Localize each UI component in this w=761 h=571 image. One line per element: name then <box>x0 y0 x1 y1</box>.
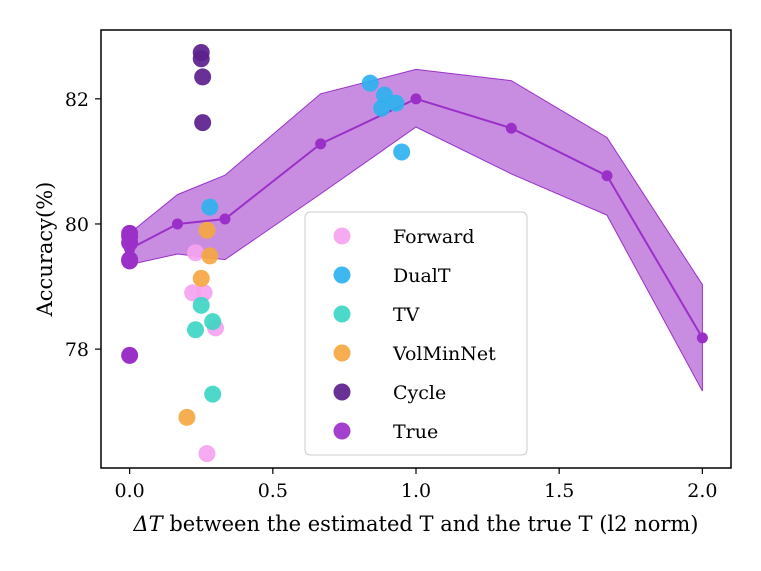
true-point <box>121 252 139 270</box>
legend-label-tv: TV <box>393 304 420 326</box>
dualt-point <box>393 143 411 161</box>
cycle-point <box>192 50 210 68</box>
true-line-point <box>171 218 183 230</box>
x-axis-label: ΔT between the estimated T and the true … <box>132 512 698 536</box>
y-axis-label: Accuracy(%) <box>33 182 57 318</box>
true-line-point <box>505 122 517 134</box>
forward-point <box>187 244 204 262</box>
legend-marker-dualt <box>333 266 351 284</box>
x-tick-label: 1.5 <box>544 480 574 502</box>
legend-label-forward: Forward <box>393 226 475 248</box>
cycle-point <box>194 114 212 132</box>
legend-label-cycle: Cycle <box>393 382 446 404</box>
y-tick-label: 80 <box>65 214 89 236</box>
x-axis-label-math: ΔT <box>132 512 164 536</box>
legend-label-volminnet: VolMinNet <box>392 343 496 365</box>
volminnet-point <box>192 269 210 287</box>
legend-marker-cycle <box>333 383 351 401</box>
true-line-point <box>601 170 613 182</box>
series-line-layer <box>129 97 704 339</box>
dualt-point <box>361 74 379 92</box>
tv-point <box>192 296 210 314</box>
dualt-point <box>387 94 405 112</box>
cycle-point <box>194 68 212 86</box>
dualt-point <box>201 198 219 216</box>
legend-label-dualt: DualT <box>393 265 451 287</box>
forward-point <box>198 445 216 463</box>
legend-box <box>304 211 528 456</box>
data-point-layer <box>121 44 708 463</box>
legend: Forward DualT TV VolMinNet Cycle True <box>304 211 528 456</box>
true-line-point <box>410 93 422 105</box>
true-series-line <box>129 97 704 339</box>
legend-marker-forward <box>333 227 351 245</box>
true-line-point <box>315 138 327 150</box>
true-line-point <box>696 332 708 344</box>
axis-layer: 0.0 0.5 1.0 1.5 2.0 78 80 82 <box>65 89 718 502</box>
tv-point <box>204 385 222 403</box>
legend-marker-true <box>333 422 351 440</box>
x-tick-label: 0.5 <box>258 480 288 502</box>
x-tick-label: 0.0 <box>115 480 145 502</box>
tv-point <box>204 313 222 331</box>
y-tick-label: 78 <box>65 339 89 361</box>
x-axis-label-text: between the estimated T and the true T (… <box>163 512 699 536</box>
volminnet-point <box>198 221 216 239</box>
legend-marker-volminnet <box>333 344 351 362</box>
y-tick-label: 82 <box>65 89 89 111</box>
true-point <box>121 346 139 364</box>
dualt-point <box>373 99 391 117</box>
true-line-point <box>124 243 136 255</box>
volminnet-point <box>201 247 219 265</box>
legend-marker-tv <box>333 305 351 323</box>
volminnet-point <box>178 408 196 426</box>
legend-label-true: True <box>393 421 438 443</box>
true-line-point <box>219 213 231 225</box>
tv-point <box>187 321 204 339</box>
x-tick-label: 2.0 <box>687 480 717 502</box>
x-tick-label: 1.0 <box>401 480 431 502</box>
